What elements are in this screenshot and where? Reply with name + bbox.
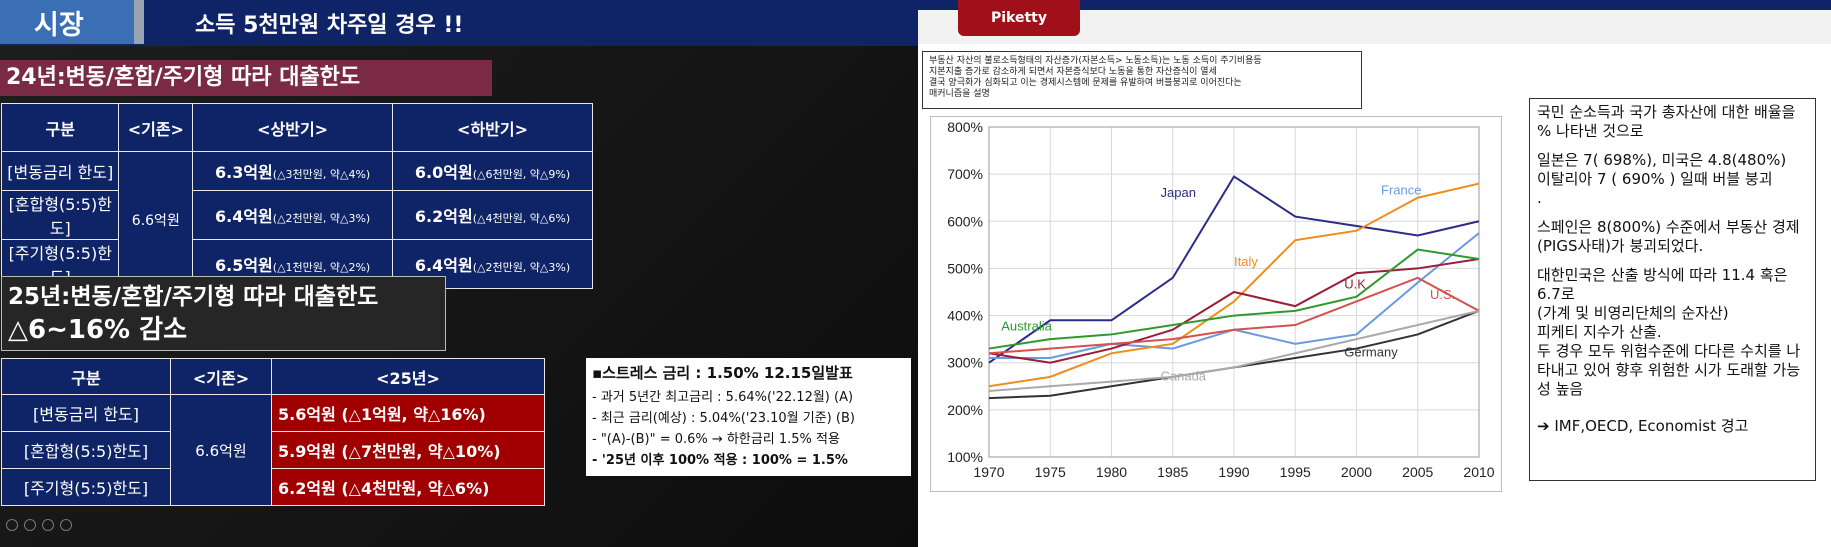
explanation-line: (가계 및 비영리단체의 순자산) bbox=[1537, 304, 1729, 322]
y-tick-label: 700% bbox=[947, 166, 983, 182]
t2-header-0: 구분 bbox=[1, 358, 171, 395]
x-tick-label: 2010 bbox=[1463, 464, 1494, 480]
explanation-line: 이탈리아 7 ( 690% ) 일때 버블 붕괴 bbox=[1537, 170, 1773, 188]
series-label: France bbox=[1381, 182, 1421, 197]
series-label: Australia bbox=[1001, 319, 1052, 334]
x-tick-label: 1970 bbox=[973, 464, 1004, 480]
series-label: U.S. bbox=[1430, 287, 1455, 302]
series-label: Canada bbox=[1161, 369, 1207, 384]
t1-base-value: 6.6억원 bbox=[118, 151, 194, 289]
left-title-bar bbox=[0, 0, 918, 46]
t2-row-label: [주기형(5:5)한도] bbox=[1, 468, 171, 506]
explanation-line: 대한민국은 산출 방식에 따라 11.4 혹은 6.7로 bbox=[1537, 266, 1788, 303]
x-tick-label: 1975 bbox=[1035, 464, 1066, 480]
t2-cell: 5.6억원 (△1억원, 약△16%) bbox=[271, 394, 545, 432]
right-tab: Piketty bbox=[958, 0, 1080, 36]
t1-row-label: [혼합형(5:5)한도] bbox=[0, 190, 120, 240]
explanation-line: ➔ IMF,OECD, Economist 경고 bbox=[1537, 417, 1749, 435]
t2-row-label: [변동금리 한도] bbox=[1, 394, 171, 432]
explanation-line: 스페인은 8(800%) 수준에서 부동산 경제(PIGS사태)가 붕괴되었다. bbox=[1537, 218, 1800, 255]
note-line: 매커니즘을 설명 bbox=[929, 89, 990, 99]
y-tick-label: 300% bbox=[947, 355, 983, 371]
series-line-australia bbox=[988, 248, 1480, 350]
section-2024-heading: 24년:변동/혼합/주기형 따라 대출한도 bbox=[0, 60, 492, 96]
series-line-italy bbox=[988, 182, 1480, 388]
more-icon[interactable] bbox=[60, 519, 72, 531]
table-2024: 구분 <기존> <상반기> <하반기> [변동금리 한도] 6.6억원 6.3억… bbox=[0, 103, 593, 289]
y-tick-label: 500% bbox=[947, 260, 983, 276]
t2-header-1: <기존> bbox=[170, 358, 272, 395]
series-line-uk bbox=[988, 258, 1480, 364]
stress-line: - "(A)-(B)" = 0.6% → 하한금리 1.5% 적용 bbox=[592, 432, 840, 447]
stress-title: ▪스트레스 금리 : 1.50% 12.15일발표 bbox=[592, 364, 853, 382]
t1-cell: 6.2억원(△4천만원, 약△6%) bbox=[392, 190, 593, 240]
t2-base-value: 6.6억원 bbox=[170, 394, 272, 506]
x-tick-label: 1995 bbox=[1280, 464, 1311, 480]
y-tick-label: 100% bbox=[947, 449, 983, 465]
left-slide: 시장 소득 5천만원 차주일 경우 !! 24년:변동/혼합/주기형 따라 대출… bbox=[0, 0, 918, 547]
left-slide-title: 소득 5천만원 차주일 경우 !! bbox=[195, 13, 464, 38]
series-label: U.K. bbox=[1344, 277, 1369, 292]
left-tab: 시장 bbox=[0, 0, 144, 44]
stress-line: - '25년 이후 100% 적용 : 100% = 1.5% bbox=[592, 453, 848, 468]
table-2025: 구분 <기존> <25년> [변동금리 한도] 6.6억원 5.6억원 (△1억… bbox=[1, 358, 545, 506]
note-line: 부동산 자산의 불로소득형태의 자산증가(자본소득> 노동소득)는 노동 소득이… bbox=[929, 56, 1262, 66]
series-label: Italy bbox=[1234, 254, 1258, 269]
stress-line: - 과거 5년간 최고금리 : 5.64%('22.12월) (A) bbox=[592, 390, 854, 405]
stress-rate-box: ▪스트레스 금리 : 1.50% 12.15일발표 - 과거 5년간 최고금리 … bbox=[586, 358, 911, 476]
explanation-box: 국민 순소득과 국가 총자산에 대한 배율을 % 나타낸 것으로 일본은 7( … bbox=[1529, 98, 1816, 481]
y-tick-label: 600% bbox=[947, 213, 983, 229]
note-box: 부동산 자산의 불로소득형태의 자산증가(자본소득> 노동소득)는 노동 소득이… bbox=[922, 51, 1362, 109]
t1-header-1: <기존> bbox=[118, 103, 194, 152]
section-2025-heading: 25년:변동/혼합/주기형 따라 대출한도 △6~16% 감소 bbox=[1, 276, 446, 351]
x-tick-label: 1985 bbox=[1157, 464, 1188, 480]
explanation-line: 국민 순소득과 국가 총자산에 대한 배율을 % 나타낸 것으로 bbox=[1537, 103, 1796, 140]
series-line-canada bbox=[988, 309, 1480, 392]
t1-cell: 6.0억원(△6천만원, 약△9%) bbox=[392, 151, 593, 191]
explanation-line: . bbox=[1537, 189, 1542, 207]
chart-frame: 100% 200% 300% 400% 500% 600% 700% 800% 1970 1975… bbox=[930, 116, 1502, 492]
t1-row-label: [변동금리 한도] bbox=[0, 151, 120, 191]
series-label: Japan bbox=[1161, 185, 1196, 200]
x-tick-label: 2005 bbox=[1402, 464, 1433, 480]
series-line-japan bbox=[988, 175, 1480, 364]
wealth-income-ratio-chart: 100% 200% 300% 400% 500% 600% 700% 800% 1970 1975… bbox=[947, 119, 1495, 480]
x-tick-label: 1980 bbox=[1096, 464, 1127, 480]
t2-cell: 5.9억원 (△7천만원, 약△10%) bbox=[271, 431, 545, 469]
y-tick-label: 400% bbox=[947, 308, 983, 324]
right-slide: Piketty 부동산 자산의 불로소득형태의 자산증가(자본소득> 노동소득)… bbox=[918, 0, 1831, 547]
note-line: 지본지출 증가로 감소하게 되면서 자본증식보다 노동을 통한 자산증식이 열세 bbox=[929, 67, 1217, 77]
t1-header-0: 구분 bbox=[0, 103, 120, 152]
t2-cell: 6.2억원 (△4천만원, 약△6%) bbox=[271, 468, 545, 506]
t2-header-2: <25년> bbox=[271, 358, 545, 395]
stress-line: - 최근 금리(예상) : 5.04%('23.10월 기준) (B) bbox=[592, 411, 855, 426]
explanation-line: 일본은 7( 698%), 미국은 4.8(480%) bbox=[1537, 151, 1787, 169]
t1-header-2: <상반기> bbox=[192, 103, 394, 152]
t2-row-label: [혼합형(5:5)한도] bbox=[1, 431, 171, 469]
t1-header-3: <하반기> bbox=[392, 103, 593, 152]
previous-slide-icon[interactable] bbox=[6, 519, 18, 531]
series-line-us bbox=[988, 276, 1480, 355]
t1-cell: 6.3억원(△3천만원, 약△4%) bbox=[192, 151, 394, 191]
y-tick-label: 200% bbox=[947, 402, 983, 418]
y-tick-label: 800% bbox=[947, 119, 983, 135]
zoom-icon[interactable] bbox=[42, 519, 54, 531]
series-label: Germany bbox=[1344, 345, 1398, 360]
x-tick-label: 1990 bbox=[1218, 464, 1249, 480]
pen-icon[interactable] bbox=[24, 519, 36, 531]
explanation-line: 두 경우 모두 위험수준에 다다른 수치를 나타내고 있어 향후 위험한 시가 … bbox=[1537, 342, 1801, 398]
x-tick-label: 2000 bbox=[1341, 464, 1372, 480]
t1-cell: 6.4억원(△2천만원, 약△3%) bbox=[192, 190, 394, 240]
explanation-line: 피케티 지수가 산출. bbox=[1537, 323, 1662, 341]
right-top-line bbox=[918, 0, 1831, 10]
note-line: 결국 양극화가 심화되고 이는 경제시스템에 문제를 유발하여 버블붕괴로 이어… bbox=[929, 78, 1242, 88]
plot-area bbox=[988, 126, 1480, 458]
